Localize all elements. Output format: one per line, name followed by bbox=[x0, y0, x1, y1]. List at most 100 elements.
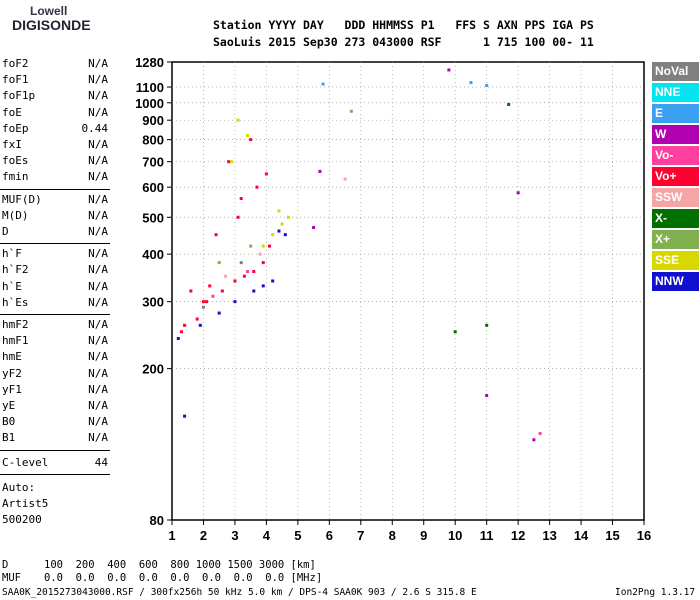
param-value: N/A bbox=[88, 263, 108, 277]
x-tick-label: 7 bbox=[357, 528, 364, 543]
data-point-nnw bbox=[252, 289, 256, 293]
data-point-nnw bbox=[271, 279, 275, 283]
y-tick-label: 200 bbox=[142, 362, 164, 377]
param-value: N/A bbox=[88, 57, 108, 70]
param-value: 0.44 bbox=[81, 121, 109, 135]
legend-item-nnw: NNW bbox=[652, 272, 699, 291]
param-row: MUF(D) N/A bbox=[2, 193, 108, 209]
param-row: M(D) N/A bbox=[2, 209, 108, 225]
y-tick-label: 500 bbox=[142, 210, 164, 225]
data-point-nnw bbox=[217, 311, 221, 315]
param-name: hmF2 bbox=[2, 318, 29, 331]
legend-item-x-: X- bbox=[652, 209, 699, 228]
data-point-w bbox=[312, 225, 316, 229]
data-point-noval bbox=[239, 261, 243, 265]
data-point-vo- bbox=[211, 294, 215, 298]
x-tick-label: 4 bbox=[263, 528, 271, 543]
table-d-label: D bbox=[2, 559, 9, 571]
x-tick-label: 1 bbox=[168, 528, 175, 543]
param-row: foF1 N/A bbox=[2, 73, 108, 89]
param-value: N/A bbox=[88, 431, 108, 445]
data-point-ssw bbox=[258, 252, 262, 256]
param-name: hmF1 bbox=[2, 334, 29, 348]
auto-code: 500200 bbox=[2, 513, 42, 526]
footer-version: Ion2Png 1.3.17 bbox=[615, 587, 696, 598]
param-value: N/A bbox=[88, 73, 108, 87]
param-row: yF1 N/A bbox=[2, 383, 108, 399]
param-name: C-level bbox=[2, 455, 49, 469]
param-row: hmF2 N/A bbox=[2, 318, 108, 334]
x-tick-label: 3 bbox=[231, 528, 238, 543]
data-point-x- bbox=[349, 109, 353, 113]
param-value: N/A bbox=[88, 208, 108, 222]
param-value: N/A bbox=[88, 350, 108, 364]
y-tick-label: 400 bbox=[142, 247, 164, 262]
data-point-x- bbox=[507, 102, 511, 106]
data-point-nnw bbox=[283, 233, 287, 237]
data-point-e bbox=[485, 84, 489, 88]
data-point-e bbox=[469, 81, 473, 85]
param-name: M(D) bbox=[2, 208, 29, 222]
param-row: hmE N/A bbox=[2, 350, 108, 366]
data-point-vo- bbox=[255, 185, 259, 189]
data-point-sse bbox=[277, 209, 281, 213]
x-tick-label: 14 bbox=[574, 528, 589, 543]
data-point-nnw bbox=[233, 300, 237, 304]
data-point-sse bbox=[236, 118, 240, 122]
param-name: foF1p bbox=[2, 89, 36, 103]
param-value: N/A bbox=[88, 382, 108, 396]
param-name: fmin bbox=[2, 170, 29, 184]
param-name: B1 bbox=[2, 431, 16, 445]
data-point-sse bbox=[271, 233, 275, 237]
data-point-vo- bbox=[246, 270, 250, 274]
data-point-x- bbox=[217, 261, 221, 265]
y-tick-label: 600 bbox=[142, 180, 164, 195]
data-point-vo- bbox=[208, 284, 212, 288]
y-tick-label: 1280 bbox=[135, 55, 164, 70]
separator bbox=[0, 449, 110, 451]
ionogram-chart: 1 2 3 4 5 6 7 8 9 10 11 12 13 14 15 1680200300400500600… bbox=[135, 55, 651, 543]
data-point-nnw bbox=[261, 284, 265, 288]
param-name: h`F bbox=[2, 247, 22, 261]
param-value: N/A bbox=[88, 138, 108, 151]
param-name: B0 bbox=[2, 415, 16, 429]
legend-item-noval: NoVal bbox=[652, 62, 699, 81]
data-point-vo- bbox=[227, 160, 231, 164]
param-value: N/A bbox=[88, 399, 108, 412]
data-point-sse bbox=[230, 160, 234, 164]
param-row: fmin N/A bbox=[2, 170, 108, 186]
data-point-e bbox=[321, 82, 325, 86]
x-tick-label: 15 bbox=[605, 528, 619, 543]
param-row: foEp 0.44 bbox=[2, 122, 108, 138]
data-point-vo- bbox=[220, 289, 224, 293]
param-row: D N/A bbox=[2, 225, 108, 241]
param-name: yF1 bbox=[2, 382, 22, 396]
data-point-x- bbox=[249, 244, 253, 248]
table-muf-label: MUF bbox=[2, 572, 21, 584]
data-point-vo- bbox=[268, 244, 272, 248]
data-point-vo- bbox=[239, 197, 243, 201]
x-tick-label: 12 bbox=[511, 528, 525, 543]
legend-item-nne: NNE bbox=[652, 83, 699, 102]
data-point-vo- bbox=[264, 172, 268, 176]
param-name: h`F2 bbox=[2, 263, 29, 277]
param-name: foEs bbox=[2, 154, 29, 168]
param-value: N/A bbox=[88, 192, 108, 206]
param-value: N/A bbox=[88, 415, 108, 429]
param-name: foF1 bbox=[2, 73, 29, 87]
param-row: foF2 N/A bbox=[2, 57, 108, 73]
legend-item-ssw: SSW bbox=[652, 188, 699, 207]
param-row: hmF1 N/A bbox=[2, 334, 108, 350]
logo-digisonde: DIGISONDE bbox=[12, 17, 91, 33]
param-row: foEs N/A bbox=[2, 154, 108, 170]
y-tick-label: 300 bbox=[142, 295, 164, 310]
data-point-w bbox=[532, 438, 536, 442]
y-tick-label: 700 bbox=[142, 155, 164, 170]
param-row: fxI N/A bbox=[2, 138, 108, 154]
param-value: N/A bbox=[88, 170, 108, 184]
data-point-w bbox=[485, 393, 489, 397]
auto-label: Auto: bbox=[2, 481, 36, 494]
x-tick-label: 9 bbox=[420, 528, 427, 543]
data-point-sse bbox=[286, 215, 290, 219]
data-point-sse bbox=[261, 244, 265, 248]
